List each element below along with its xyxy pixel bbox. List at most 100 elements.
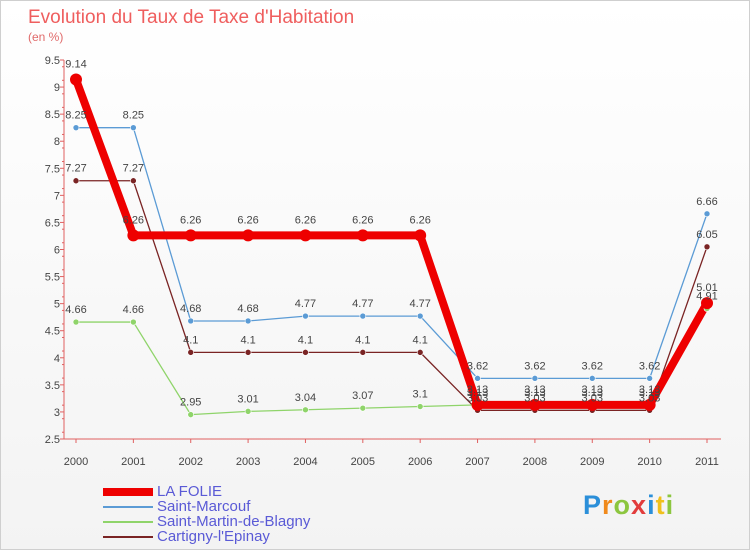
y-tick-label: 9.5 — [45, 55, 60, 67]
data-label: 3.13 — [467, 384, 488, 396]
data-point — [130, 124, 137, 131]
y-tick-label: 8 — [54, 136, 60, 148]
y-tick-label: 8.5 — [45, 109, 60, 121]
data-label: 4.1 — [240, 334, 255, 346]
data-point — [244, 408, 252, 415]
y-tick-label: 5 — [54, 299, 60, 311]
legend-swatch — [103, 521, 153, 523]
y-tick-label: 6 — [54, 245, 60, 257]
data-label: 3.1 — [413, 389, 428, 401]
data-point — [127, 229, 140, 242]
data-label: 7.27 — [65, 163, 86, 175]
x-tick-label: 2011 — [695, 456, 719, 468]
x-tick-label: 2007 — [465, 456, 489, 468]
data-point — [586, 398, 599, 411]
data-point — [187, 317, 195, 325]
data-label: 6.26 — [352, 214, 373, 226]
data-label: 3.03 — [467, 392, 488, 404]
data-label: 3.03 — [582, 392, 603, 404]
legend-swatch — [103, 506, 153, 508]
data-label: 3.07 — [352, 390, 373, 402]
data-label: 3.62 — [639, 360, 660, 372]
series-line-la-folie — [72, 78, 711, 409]
x-tick-label: 2000 — [64, 456, 88, 468]
data-point — [299, 229, 312, 242]
y-tick-label: 9 — [54, 82, 60, 94]
data-label: 2.95 — [180, 397, 201, 409]
x-tick-label: 2002 — [178, 456, 202, 468]
legend-label: Cartigny-l'Epinay — [157, 528, 270, 545]
x-tick-label: 2010 — [637, 456, 661, 468]
series-line-saint-marcouf — [76, 127, 708, 380]
data-label: 9.14 — [65, 58, 86, 70]
legend-item-saint-martin-de-blagny: Saint-Martin-de-Blagny — [103, 513, 403, 530]
data-label: 5.01 — [696, 282, 717, 294]
data-label: 6.26 — [180, 214, 201, 226]
data-label: 3.13 — [639, 387, 660, 399]
legend-swatch — [103, 536, 153, 538]
data-label: 4.91 — [696, 291, 717, 303]
data-label: 3.13 — [639, 384, 660, 396]
data-point — [646, 375, 653, 382]
data-label: 8.25 — [123, 110, 144, 122]
data-point — [703, 210, 711, 218]
data-label: 3.03 — [524, 392, 545, 404]
data-label: 6.05 — [696, 229, 717, 241]
data-label: 3.01 — [237, 393, 258, 405]
data-point — [302, 349, 309, 356]
data-label: 4.66 — [123, 304, 144, 316]
data-point — [414, 229, 427, 242]
data-point — [474, 375, 481, 382]
y-tick-label: 6.5 — [45, 217, 60, 229]
legend-label: Saint-Marcouf — [157, 498, 251, 515]
x-tick-label: 2003 — [236, 456, 260, 468]
data-point — [130, 318, 137, 326]
data-label: 4.1 — [298, 334, 313, 346]
data-label: 4.68 — [237, 303, 258, 315]
y-tick-label: 3 — [54, 407, 60, 419]
data-label: 3.13 — [524, 387, 545, 399]
x-tick-label: 2001 — [121, 456, 145, 468]
data-point — [184, 229, 197, 242]
data-label: 3.13 — [467, 387, 488, 399]
chart-subtitle: (en %) — [28, 30, 64, 44]
x-tick-label: 2004 — [293, 456, 317, 468]
x-tick-label: 2008 — [523, 456, 547, 468]
legend-label: Saint-Martin-de-Blagny — [157, 513, 311, 530]
data-label: 6.26 — [237, 214, 258, 226]
series-line-cartigny-l-epinay — [76, 180, 708, 411]
data-point — [416, 403, 424, 410]
data-point — [643, 398, 656, 411]
data-point — [359, 349, 367, 356]
proxiti-logo: Proxiti — [583, 490, 675, 520]
data-point — [187, 349, 195, 356]
y-tick-label: 7.5 — [45, 163, 60, 175]
data-point — [70, 73, 82, 86]
x-tick-label: 2009 — [580, 456, 604, 468]
data-label: 3.62 — [467, 360, 488, 372]
data-label: 4.77 — [409, 298, 430, 310]
legend-label: LA FOLIE — [157, 483, 223, 500]
data-point — [302, 406, 309, 414]
data-point — [72, 124, 80, 131]
data-label: 4.66 — [65, 304, 86, 316]
data-label: 4.1 — [355, 334, 370, 346]
data-label: 3.62 — [582, 360, 603, 372]
data-label: 4.1 — [183, 334, 198, 346]
x-tick-label: 2006 — [408, 456, 432, 468]
legend: LA FOLIE Saint-Marcouf Saint-Martin-de-B… — [103, 483, 403, 545]
data-point — [187, 411, 195, 418]
data-point — [72, 318, 80, 326]
data-label: 4.77 — [295, 298, 316, 310]
data-label: 8.25 — [65, 110, 86, 122]
data-label: 6.66 — [696, 196, 717, 208]
data-label: 4.77 — [352, 298, 373, 310]
data-label: 6.26 — [123, 214, 144, 226]
x-tick-label: 2005 — [351, 456, 375, 468]
data-point — [416, 312, 424, 320]
data-label: 3.04 — [295, 392, 316, 404]
data-label: 3.03 — [639, 392, 660, 404]
data-point — [244, 317, 252, 325]
